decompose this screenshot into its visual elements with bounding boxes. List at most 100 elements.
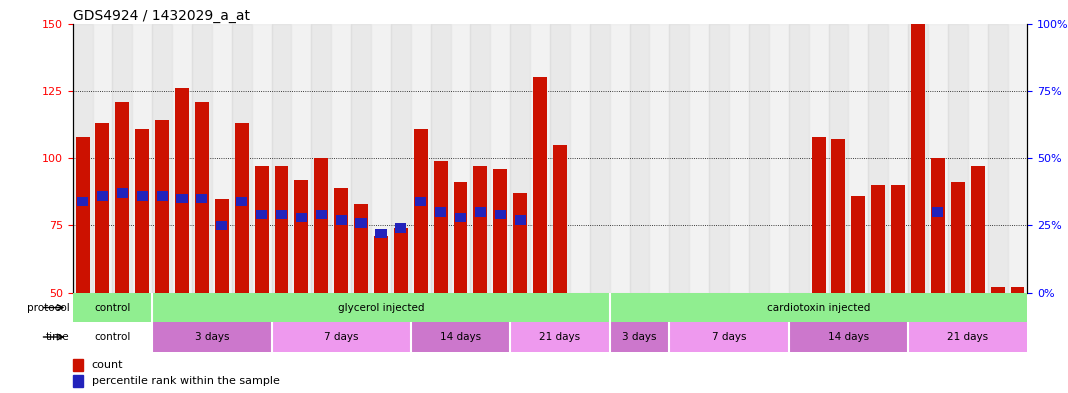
Bar [893, 331, 904, 341]
Bar [971, 166, 985, 293]
Text: 7 days: 7 days [711, 332, 747, 342]
Bar [514, 193, 528, 293]
Text: 14 days: 14 days [828, 332, 869, 342]
Bar [490, 24, 511, 293]
Bar [992, 326, 1003, 335]
Bar [550, 24, 570, 293]
Bar [115, 102, 129, 293]
Bar [788, 24, 808, 293]
Bar [769, 24, 788, 293]
Bar [413, 129, 427, 293]
Bar [95, 123, 109, 293]
Bar [395, 224, 407, 233]
Bar [451, 24, 470, 293]
Text: 21 days: 21 days [947, 332, 988, 342]
Bar [435, 208, 446, 217]
Bar [991, 287, 1005, 293]
Bar [152, 322, 271, 352]
Text: glycerol injected: glycerol injected [337, 303, 424, 312]
Bar [292, 24, 312, 293]
Bar [614, 350, 625, 360]
Bar [77, 196, 89, 206]
Bar [235, 123, 249, 293]
Bar [911, 24, 925, 293]
Bar [670, 322, 788, 352]
Bar [670, 24, 689, 293]
Text: 3 days: 3 days [623, 332, 657, 342]
Bar [211, 24, 232, 293]
Bar [455, 213, 466, 222]
Bar [570, 24, 590, 293]
Bar [454, 182, 468, 293]
Bar [197, 194, 207, 203]
Bar [351, 24, 371, 293]
Bar [968, 24, 988, 293]
Bar [1007, 24, 1027, 293]
Bar [634, 369, 645, 378]
Bar [276, 210, 287, 219]
Bar [375, 229, 387, 238]
Bar [1010, 287, 1024, 293]
Bar [554, 342, 566, 351]
Bar [394, 228, 408, 293]
Bar [116, 189, 128, 198]
Bar [271, 322, 411, 352]
Bar [833, 323, 844, 332]
Bar [889, 24, 908, 293]
Bar [271, 24, 292, 293]
Bar [475, 208, 486, 217]
Bar [773, 355, 784, 365]
Bar [155, 121, 169, 293]
Text: 21 days: 21 days [539, 332, 581, 342]
Bar [988, 24, 1007, 293]
Bar [176, 194, 188, 203]
Bar [411, 24, 430, 293]
Bar [195, 102, 209, 293]
Bar [73, 375, 83, 387]
Bar [713, 374, 725, 384]
Bar [232, 24, 252, 293]
Bar [312, 24, 331, 293]
Bar [236, 196, 248, 206]
Bar [729, 24, 749, 293]
Bar [334, 188, 348, 293]
Bar [813, 323, 824, 332]
Bar [73, 24, 93, 293]
Bar [274, 166, 288, 293]
Bar [494, 210, 506, 219]
Bar [953, 326, 963, 335]
Text: cardiotoxin injected: cardiotoxin injected [767, 303, 870, 312]
Bar [873, 331, 884, 341]
Bar [157, 191, 168, 200]
Bar [137, 191, 147, 200]
Bar [951, 182, 964, 293]
Bar [511, 24, 530, 293]
Bar [434, 161, 447, 293]
Bar [215, 198, 229, 293]
Bar [136, 129, 150, 293]
Bar [689, 24, 709, 293]
Text: control: control [94, 303, 130, 312]
Bar [912, 323, 924, 332]
Bar [533, 77, 547, 293]
Bar [932, 208, 943, 217]
Bar [296, 213, 307, 222]
Bar [415, 196, 426, 206]
Text: 14 days: 14 days [440, 332, 481, 342]
Bar [152, 293, 610, 322]
Bar [610, 24, 629, 293]
Bar [931, 158, 945, 293]
Bar [908, 24, 928, 293]
Bar [868, 24, 889, 293]
Bar [112, 24, 132, 293]
Text: 3 days: 3 days [194, 332, 230, 342]
Bar [256, 210, 267, 219]
Bar [316, 210, 327, 219]
Bar [908, 322, 1027, 352]
Bar [411, 322, 511, 352]
Bar [152, 24, 172, 293]
Bar [132, 24, 152, 293]
Bar [73, 293, 152, 322]
Text: control: control [94, 332, 130, 342]
Bar [749, 24, 769, 293]
